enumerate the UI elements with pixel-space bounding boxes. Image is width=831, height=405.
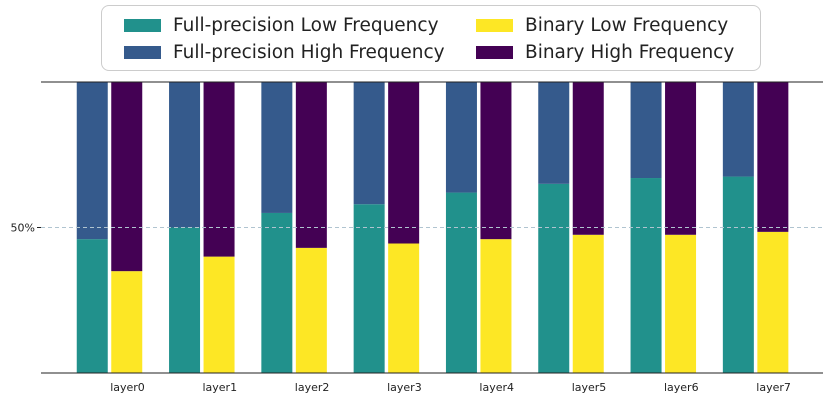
bar-layer3-full-precision-high-frequency [353,82,385,205]
legend-swatch-fp-high [124,46,161,59]
bar-layer7-full-precision-high-frequency [722,82,754,177]
bar-layer4-full-precision-low-frequency [445,192,477,373]
bar-layer3-binary-high-frequency [388,82,420,244]
bar-layer2-full-precision-high-frequency [261,82,293,213]
bar-layer7-binary-high-frequency [757,82,789,232]
legend-swatch-fp-low [124,19,161,32]
bar-layer4-binary-high-frequency [480,82,512,240]
legend-item-fp-low: Full-precision Low Frequency [124,15,439,36]
x-tick-label-layer1: layer1 [202,381,237,394]
legend-swatch-binary-high [476,46,513,59]
bar-layer1-binary-low-frequency [203,256,235,373]
x-tick-label-layer7: layer7 [756,381,791,394]
legend-label-fp-low: Full-precision Low Frequency [173,15,439,36]
bar-layer4-full-precision-high-frequency [445,82,477,193]
bar-layer2-binary-low-frequency [295,247,327,373]
legend: Full-precision Low Frequency Binary Low … [101,5,761,71]
bar-layer0-full-precision-high-frequency [76,82,108,240]
bar-layer5-full-precision-high-frequency [538,82,570,184]
bar-layer5-full-precision-low-frequency [538,183,570,373]
bar-layer2-full-precision-low-frequency [261,212,293,373]
x-tick-label-layer3: layer3 [387,381,422,394]
legend-label-binary-low: Binary Low Frequency [525,15,729,36]
bar-layer3-binary-low-frequency [388,243,420,373]
bar-layer6-full-precision-low-frequency [630,178,662,373]
legend-label-fp-high: Full-precision High Frequency [173,42,445,63]
x-tick-label-layer6: layer6 [664,381,699,394]
legend-item-binary-low: Binary Low Frequency [476,15,728,36]
legend-swatch-binary-low [476,19,513,32]
bar-layer7-binary-low-frequency [757,231,789,373]
legend-label-binary-high: Binary High Frequency [525,42,735,63]
bar-layer1-full-precision-low-frequency [169,227,201,373]
bar-layer5-binary-high-frequency [572,82,604,235]
bar-layer2-binary-high-frequency [295,82,327,248]
bar-layer0-binary-low-frequency [111,271,143,373]
y-tick-label-50: 50% [11,222,35,235]
bar-layer1-binary-high-frequency [203,82,235,257]
legend-item-binary-high: Binary High Frequency [476,42,734,63]
x-tick-label-layer5: layer5 [572,381,607,394]
bar-layer5-binary-low-frequency [572,234,604,373]
x-tick-label-layer2: layer2 [295,381,330,394]
bar-layer4-binary-low-frequency [480,239,512,373]
legend-item-fp-high: Full-precision High Frequency [124,42,445,63]
bar-layer3-full-precision-low-frequency [353,204,385,373]
x-tick-label-layer0: layer0 [110,381,145,394]
bar-layer6-binary-low-frequency [665,234,697,373]
bar-layer0-binary-high-frequency [111,82,143,272]
bar-layer7-full-precision-low-frequency [722,176,754,373]
bar-layer6-full-precision-high-frequency [630,82,662,179]
x-tick-label-layer4: layer4 [479,381,514,394]
bar-layer6-binary-high-frequency [665,82,697,235]
bar-layer1-full-precision-high-frequency [169,82,201,228]
bar-layer0-full-precision-low-frequency [76,239,108,373]
